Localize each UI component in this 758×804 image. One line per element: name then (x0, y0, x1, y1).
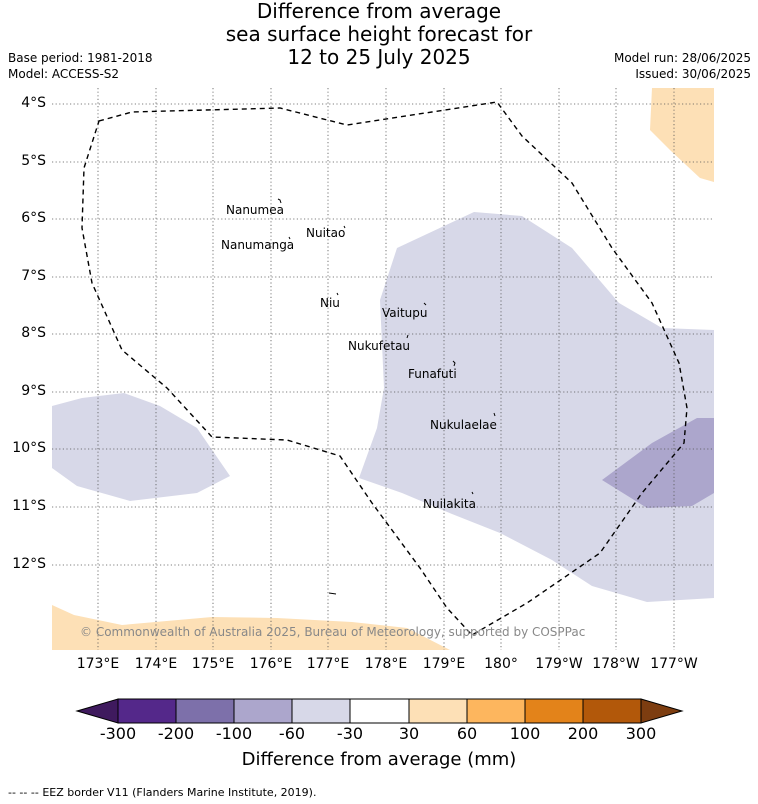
lat-label: 4°S (21, 95, 46, 111)
colorbar-swatch-neg200 (118, 699, 176, 723)
eez-legend-text: EEZ border V11 (Flanders Marine Institut… (42, 786, 317, 799)
eez-border (81, 101, 688, 636)
colorbar-swatch-neg60 (234, 699, 292, 723)
eez-legend: -- -- -- EEZ border V11 (Flanders Marine… (8, 786, 316, 799)
map-panel[interactable]: Nanumea Nuitao Nanumanga Niu Vaitupu Nuk… (52, 88, 714, 650)
colorbar-swatch-pos60 (467, 699, 525, 723)
lat-label: 7°S (21, 268, 46, 284)
colorbar-swatch-neg100 (176, 699, 234, 723)
colorbar-extend-low (75, 698, 119, 724)
island-marker-nukufetau (406, 334, 409, 339)
island-marker-nuitao (343, 225, 346, 229)
colorbar-swatch-neg30 (292, 699, 350, 723)
lat-label: 12°S (12, 556, 46, 572)
island-markers (277, 198, 496, 595)
lon-label: 178°E (364, 656, 408, 672)
island-marker-vaitupu (423, 302, 427, 306)
colorbar-outline (117, 698, 642, 724)
lat-label: 6°S (21, 210, 46, 226)
lat-label: 10°S (12, 440, 46, 456)
island-marker-nanumanga (288, 236, 291, 240)
lon-label: 179°W (535, 656, 583, 672)
island-marker-nuilakita (471, 491, 474, 495)
island-label-vaitupu: Vaitupu (382, 306, 428, 320)
island-marker-nukulaelae (493, 412, 496, 417)
colorbar-tick: 200 (567, 724, 599, 743)
lat-label: 11°S (12, 498, 46, 514)
lon-label: 179°E (422, 656, 466, 672)
island-label-nuilakita: Nuilakita (423, 497, 476, 511)
anomaly-region-neg30-west (52, 393, 230, 501)
lon-label: 174°E (134, 656, 178, 672)
island-label-nanumanga: Nanumanga (221, 238, 294, 252)
island-label-niu: Niu (320, 296, 340, 310)
colorbar-tick: 30 (398, 724, 420, 743)
lon-label: 177°E (306, 656, 350, 672)
island-label-nukufetau: Nukufetau (348, 339, 410, 353)
colorbar-swatch-neutral (350, 699, 409, 723)
anomaly-region-neg60 (602, 418, 714, 508)
colorbar-swatch-pos200 (583, 699, 641, 723)
base-period: Base period: 1981-2018 (8, 51, 153, 65)
lon-label: 173°E (76, 656, 120, 672)
island-label-funafuti: Funafuti (408, 367, 457, 381)
island-label-nanumea: Nanumea (226, 203, 284, 217)
anomaly-region-pos30-northeast (650, 88, 714, 182)
anomaly-region-neg30-east (359, 212, 714, 602)
copyright-notice: © Commonwealth of Australia 2025, Bureau… (80, 625, 585, 639)
colorbar-extend-high (640, 698, 684, 724)
lon-label: 175°E (191, 656, 235, 672)
title-line-3: 12 to 25 July 2025 (287, 45, 471, 69)
colorbar-dividers (175, 699, 584, 723)
island-marker-nanumea (277, 198, 282, 204)
island-label-nukulaelae: Nukulaelae (430, 418, 497, 432)
colorbar-tick: -30 (336, 724, 364, 743)
map-canvas: Nanumea Nuitao Nanumanga Niu Vaitupu Nuk… (52, 88, 714, 650)
colorbar-tick: -200 (157, 724, 195, 743)
colorbar-tick: -100 (215, 724, 253, 743)
island-marker-niu (336, 292, 339, 296)
island-marker-funafuti (452, 360, 456, 367)
island-marker-south (328, 592, 337, 595)
colorbar-swatch-pos100 (525, 699, 583, 723)
colorbar-tick: 60 (456, 724, 478, 743)
colorbar-title: Difference from average (mm) (241, 749, 517, 770)
colorbar (75, 698, 684, 724)
lon-label: 176°E (249, 656, 293, 672)
lat-label: 8°S (21, 325, 46, 341)
lon-label: 180° (484, 656, 518, 672)
colorbar-tick: -300 (99, 724, 137, 743)
lon-label: 178°W (592, 656, 640, 672)
colorbar-tick: -60 (278, 724, 306, 743)
title-line-1: Difference from average (256, 0, 502, 23)
lat-label: 5°S (21, 153, 46, 169)
lat-label: 9°S (21, 383, 46, 399)
model-run: Model run: 28/06/2025 (613, 51, 751, 65)
colorbar-swatch-pos30 (409, 699, 467, 723)
model-name: Model: ACCESS-S2 (8, 67, 120, 81)
colorbar-tick: 100 (509, 724, 541, 743)
eez-legend-symbol: -- -- -- (8, 786, 39, 799)
colorbar-tick: 300 (625, 724, 657, 743)
title-line-2: sea surface height forecast for (225, 22, 533, 46)
island-label-nuitao: Nuitao (306, 226, 345, 240)
anomaly-region-pos30-south (52, 605, 450, 650)
graticule (52, 88, 714, 650)
issued-date: Issued: 30/06/2025 (635, 67, 751, 81)
lon-label: 177°W (650, 656, 698, 672)
